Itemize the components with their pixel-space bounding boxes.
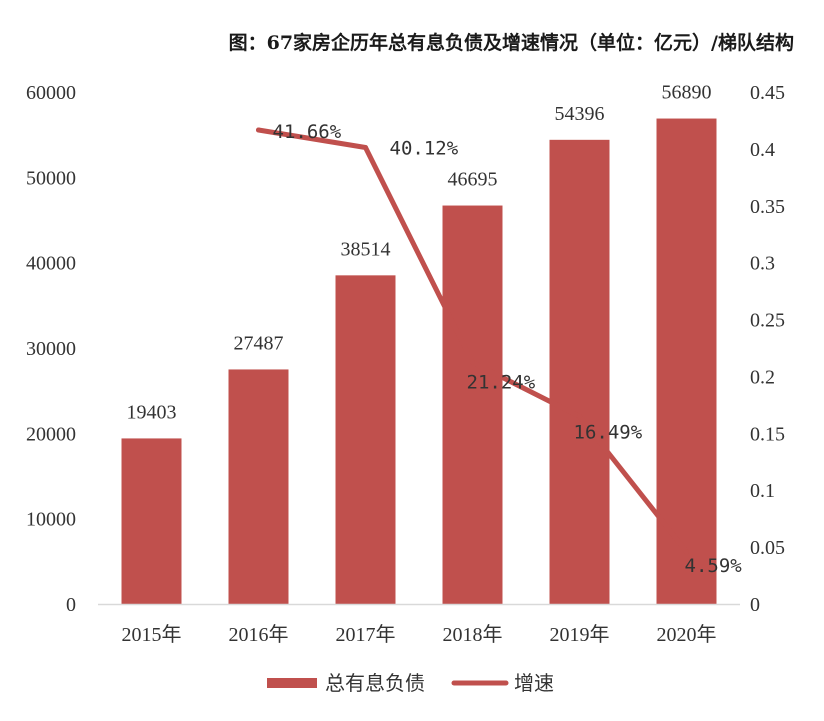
bar (549, 139, 610, 604)
x-tick-label: 2015年 (122, 623, 182, 646)
y-right-tick-label: 0.4 (750, 139, 775, 161)
growth-point (684, 549, 689, 555)
bar-value-label: 27487 (234, 332, 284, 354)
y-right-tick-label: 0.1 (750, 480, 775, 502)
bar-value-label: 56890 (662, 82, 712, 104)
growth-point (363, 145, 368, 151)
bar (442, 205, 503, 604)
bar (121, 438, 182, 604)
chart-title: 图：67家房企历年总有息负债及增速情况（单位：亿元）/梯队结构 (228, 32, 794, 54)
legend-label: 总有息负债 (325, 671, 425, 695)
bar-value-label: 38514 (341, 238, 391, 260)
growth-value-label: 16.49% (574, 421, 643, 443)
growth-value-label: 21.24% (467, 371, 536, 393)
x-tick-label: 2019年 (550, 623, 610, 646)
y-right-tick-label: 0.25 (750, 310, 785, 332)
growth-point (577, 413, 582, 419)
growth-value-label: 41.66% (273, 121, 342, 143)
y-right-tick-label: 0.3 (750, 253, 775, 275)
y-left-tick-label: 30000 (26, 338, 76, 360)
y-left-tick-label: 60000 (26, 82, 76, 104)
bar (335, 275, 396, 604)
x-tick-label: 2016年 (229, 623, 289, 646)
legend-swatch-bar (267, 678, 317, 688)
y-right-tick-label: 0.2 (750, 366, 775, 388)
bar-value-label: 19403 (127, 401, 177, 423)
y-left-tick-label: 0 (66, 594, 76, 616)
y-left-tick-label: 20000 (26, 423, 76, 445)
y-right-tick-label: 0.05 (750, 537, 785, 559)
bar-value-label: 46695 (448, 169, 498, 191)
growth-point (256, 127, 261, 133)
x-tick-label: 2017年 (336, 623, 396, 646)
y-right-tick-label: 0.15 (750, 423, 785, 445)
y-left-tick-label: 50000 (26, 167, 76, 189)
y-left-tick-label: 10000 (26, 509, 76, 531)
x-tick-label: 2018年 (443, 623, 503, 646)
bar-value-label: 54396 (555, 103, 605, 125)
legend-label: 增速 (514, 671, 554, 695)
y-right-tick-label: 0.35 (750, 196, 785, 218)
growth-value-label: 4.59% (685, 555, 743, 577)
bar (228, 369, 289, 604)
y-right-tick-label: 0 (750, 594, 760, 616)
growth-point (470, 359, 475, 365)
y-left-tick-label: 40000 (26, 253, 76, 275)
bar (656, 118, 717, 604)
growth-value-label: 40.12% (390, 138, 459, 160)
y-right-tick-label: 0.45 (750, 82, 785, 104)
x-tick-label: 2020年 (657, 623, 717, 646)
